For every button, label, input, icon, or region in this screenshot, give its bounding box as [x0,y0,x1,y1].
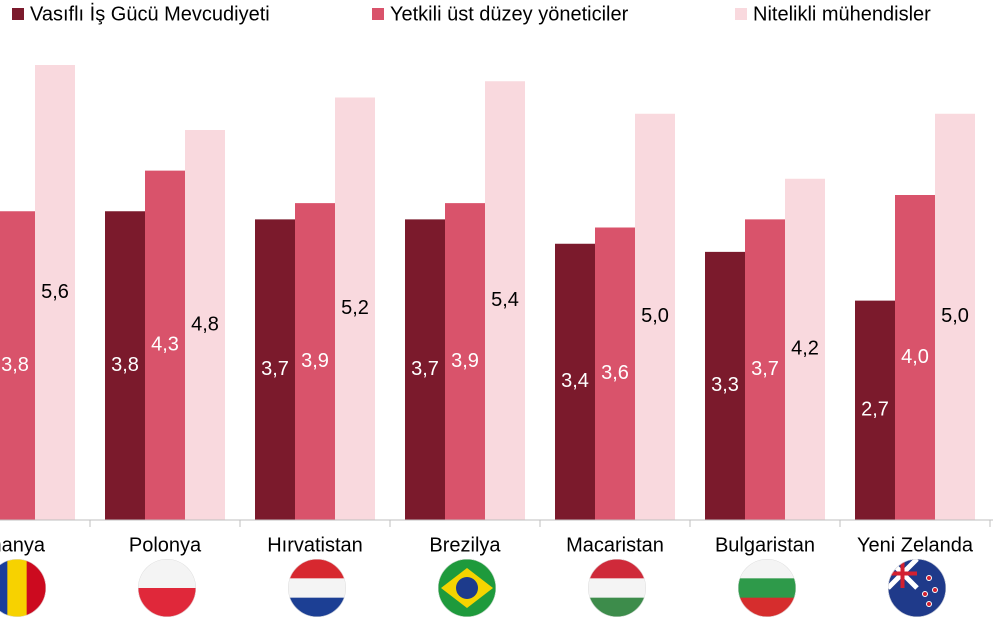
bar [785,178,825,520]
bar [485,81,525,520]
x-tick-label: Polonya [129,534,202,556]
value-label: 3,7 [261,358,289,380]
bar [35,65,75,520]
value-label: 3,8 [1,354,29,376]
value-label: 3,9 [301,350,329,372]
legend-label: Nitelikli mühendisler [753,3,931,25]
bar [745,219,785,520]
bar [105,211,145,520]
flag [738,559,796,617]
legend-label: Vasıflı İş Gücü Mevcudiyeti [30,2,270,25]
value-label: 3,8 [111,354,139,376]
x-tick-label: Brezilya [429,534,501,556]
x-tick-label: manya [0,534,46,556]
bar [335,97,375,520]
bar [145,170,185,520]
value-label: 5,4 [491,289,519,311]
flag-star [926,601,932,607]
flag [588,559,646,617]
flag-cross [888,559,917,588]
flag [288,559,346,617]
flag-stripe [588,597,646,617]
flag-star [926,575,932,581]
value-label: 5,0 [641,305,669,327]
value-label: 3,6 [601,362,629,384]
value-label: 4,2 [791,338,819,360]
value-label: 4,3 [151,334,179,356]
bar [405,219,445,520]
flag-stripe [288,578,346,599]
flag [438,559,496,617]
bar [445,203,485,520]
flag-stripe [288,559,346,579]
value-label: 4,0 [901,346,929,368]
x-tick-label: Hırvatistan [267,534,363,556]
bar [635,113,675,520]
flag-stripe [588,559,646,579]
bar [895,195,935,520]
bar [935,113,975,520]
flag-stripe [738,578,796,599]
flag-stripe [738,559,796,579]
value-label: 5,6 [41,281,69,303]
value-label: 3,4 [561,370,589,392]
flag [888,559,946,617]
bar [595,227,635,520]
flag-stripe [588,578,646,599]
value-label: 4,8 [191,313,219,335]
flag-stripe [0,559,8,617]
legend-swatch [12,8,24,20]
value-label: 3,9 [451,350,479,372]
flag-stripe [7,559,28,617]
flag-globe [456,577,478,599]
flag-stripe [26,559,46,617]
value-label: 3,7 [751,358,779,380]
flag-star [932,587,938,593]
bar [705,251,745,520]
flag [0,559,46,617]
value-label: 2,7 [861,399,889,421]
legend-swatch [735,8,747,20]
bar [255,219,295,520]
value-label: 3,7 [411,358,439,380]
x-tick-label: Bulgaristan [715,534,815,556]
bar [0,211,35,520]
flag-stripe [288,597,346,617]
x-tick-label: Macaristan [566,534,664,556]
value-label: 5,2 [341,297,369,319]
legend-label: Yetkili üst düzey yöneticiler [390,3,629,25]
bar [185,130,225,520]
bar [855,300,895,520]
legend-swatch [372,8,384,20]
value-label: 5,0 [941,305,969,327]
value-label: 3,3 [711,374,739,396]
flag-star [922,591,928,597]
bar [295,203,335,520]
x-tick-label: Yeni Zelanda [857,534,974,556]
bar [555,243,595,520]
flag-stripe [738,597,796,617]
